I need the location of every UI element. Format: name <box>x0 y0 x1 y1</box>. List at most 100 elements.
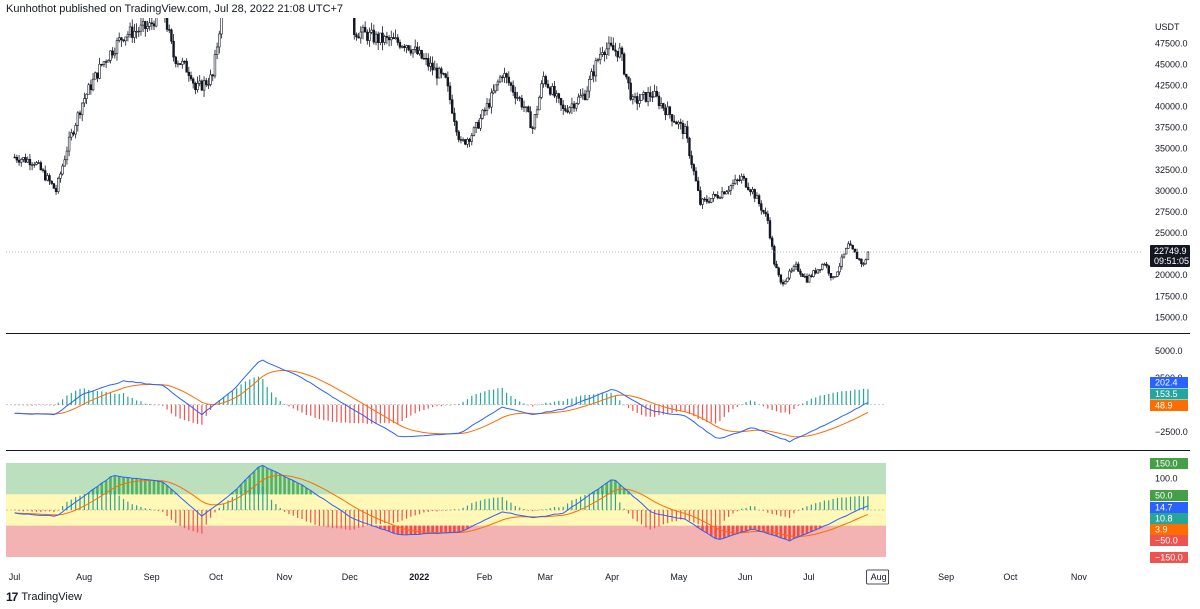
histogram-bar <box>506 500 508 510</box>
candle-body <box>429 62 432 67</box>
candle-body <box>409 49 413 54</box>
candle-body <box>172 40 175 58</box>
candle-body <box>786 277 789 282</box>
candle-body <box>618 47 621 58</box>
histogram-bar <box>244 488 247 510</box>
histogram-bar <box>410 510 412 517</box>
candle-body <box>196 82 199 91</box>
candle-body <box>583 93 587 100</box>
histogram-bar <box>614 395 617 405</box>
month-label: Oct <box>209 572 224 582</box>
histogram-bar <box>667 404 669 415</box>
candle-body <box>28 159 32 166</box>
candle-body <box>381 32 384 43</box>
histogram-bar <box>92 390 94 405</box>
candle-body <box>501 76 504 79</box>
candle-body <box>751 189 754 193</box>
candle-body <box>470 135 473 142</box>
candle-body <box>858 258 861 260</box>
histogram-bar <box>218 400 220 405</box>
candle-body <box>581 93 584 96</box>
candle-body <box>437 68 441 79</box>
histogram-bar <box>140 506 142 510</box>
candle-body <box>453 112 456 122</box>
histogram-bar <box>127 396 129 405</box>
price-tick-label: 35000.0 <box>1155 144 1188 154</box>
candle-body <box>836 271 839 277</box>
candle-body <box>821 264 824 270</box>
candle-body <box>792 266 796 271</box>
histogram-bar <box>88 389 90 405</box>
candle-body <box>585 90 589 100</box>
histogram-bar <box>209 510 212 518</box>
candle-body <box>181 60 184 65</box>
candle-body <box>400 45 404 48</box>
candle-body <box>805 275 809 283</box>
histogram-bar <box>127 501 129 510</box>
histogram-bar <box>492 497 495 510</box>
histogram-bar <box>340 510 342 529</box>
candle-body <box>838 266 841 273</box>
candle-body <box>794 263 798 267</box>
candle-body <box>686 126 689 139</box>
histogram-bar <box>584 495 586 510</box>
histogram-bar <box>492 389 495 405</box>
histogram-bar <box>358 404 360 424</box>
histogram-bar <box>771 510 773 514</box>
histogram-bar <box>549 508 551 510</box>
candle-body <box>185 60 188 73</box>
histogram-bar <box>475 393 477 405</box>
histogram-bar <box>35 404 38 406</box>
histogram-bar <box>836 392 839 405</box>
histogram-bar <box>536 404 538 406</box>
histogram-bar <box>192 404 194 423</box>
candle-body <box>784 281 787 285</box>
histogram-bar <box>40 404 42 406</box>
tradingview-footer[interactable]: 17 TradingView <box>6 590 82 604</box>
candle-body <box>211 74 214 77</box>
candle-body <box>20 159 23 163</box>
histogram-bar <box>371 510 373 526</box>
month-label: Mar <box>538 572 554 582</box>
candle-body <box>385 36 389 38</box>
candle-body <box>46 175 49 181</box>
histogram-bar <box>828 500 830 510</box>
histogram-bar <box>231 497 233 510</box>
histogram-bar <box>519 401 521 405</box>
histogram-bar <box>697 510 699 525</box>
month-label: Nov <box>1071 572 1088 582</box>
histogram-bar <box>627 510 630 514</box>
histogram-bar <box>497 388 499 405</box>
histogram-bar <box>719 510 721 526</box>
histogram-bar <box>466 399 469 405</box>
candle-body <box>372 29 376 43</box>
candle-body <box>596 59 600 61</box>
candle-body <box>137 30 140 33</box>
candle-body <box>398 42 402 48</box>
candle-body <box>444 73 447 78</box>
histogram-bar <box>349 404 351 424</box>
histogram-bar <box>619 502 621 510</box>
oscillator-value-badge <box>1150 535 1188 546</box>
candle-body <box>507 76 510 84</box>
histogram-bar <box>854 389 856 405</box>
indicator-tick-label: −2500.0 <box>1155 427 1188 437</box>
candle-body <box>683 126 687 134</box>
candle-body <box>753 189 756 199</box>
oscillator-value-label: −50.0 <box>1155 536 1178 546</box>
histogram-bar <box>623 404 625 406</box>
histogram-bar <box>858 495 860 510</box>
histogram-bar <box>96 491 99 510</box>
histogram-bar <box>101 490 103 510</box>
histogram-bar <box>340 404 342 423</box>
candle-body <box>427 58 430 67</box>
last-price-countdown: 09:51:05 <box>1154 256 1189 266</box>
histogram-bar <box>405 510 408 519</box>
histogram-bar <box>510 502 512 510</box>
histogram-bar <box>562 506 564 510</box>
month-label: Nov <box>276 572 293 582</box>
histogram-bar <box>79 388 81 405</box>
candle-body <box>89 84 93 91</box>
candle-body <box>720 191 724 199</box>
